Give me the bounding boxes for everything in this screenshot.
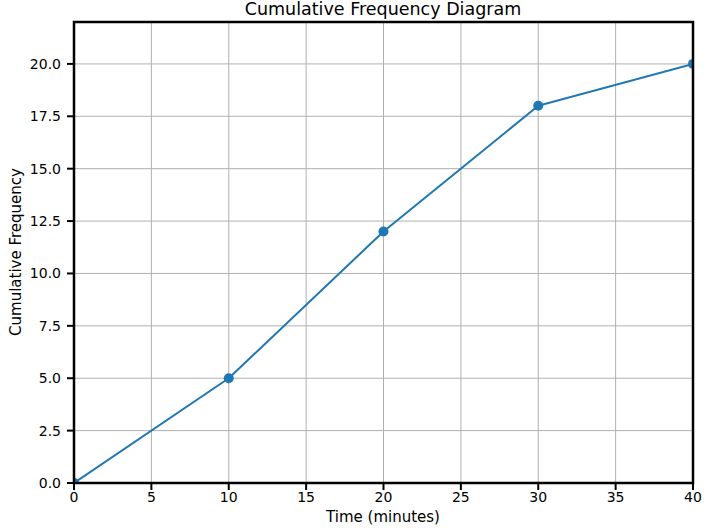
data-point-marker xyxy=(224,373,234,383)
x-axis-label: Time (minutes) xyxy=(325,508,440,526)
x-tick-label: 20 xyxy=(375,489,393,505)
chart-title: Cumulative Frequency Diagram xyxy=(245,0,522,19)
y-tick-label: 10.0 xyxy=(30,265,61,281)
data-point-marker xyxy=(379,227,389,237)
tick-layer: 0 5 10 15 20 25 30 35 40 0.0 2.5 5.0 7.5 10.0 12.5 15.0… xyxy=(30,56,702,505)
y-tick-label: 5.0 xyxy=(39,370,61,386)
x-tick-label: 40 xyxy=(684,489,702,505)
y-tick-label: 20.0 xyxy=(30,56,61,72)
x-tick-label: 15 xyxy=(297,489,315,505)
y-tick-label: 15.0 xyxy=(30,161,61,177)
grid-layer xyxy=(74,22,693,483)
x-tick-label: 0 xyxy=(70,489,79,505)
y-axis-label: Cumulative Frequency xyxy=(7,168,25,336)
x-tick-label: 35 xyxy=(607,489,625,505)
y-tick-label: 2.5 xyxy=(39,423,61,439)
y-tick-label: 12.5 xyxy=(30,213,61,229)
y-tick-label: 17.5 xyxy=(30,108,61,124)
x-tick-label: 30 xyxy=(529,489,547,505)
y-tick-label: 0.0 xyxy=(39,475,61,491)
x-tick-label: 25 xyxy=(452,489,470,505)
chart-canvas: 0 5 10 15 20 25 30 35 40 0.0 2.5 5.0 7.5 10.0 12.5 15.0… xyxy=(0,0,708,532)
x-tick-label: 5 xyxy=(147,489,156,505)
data-point-marker xyxy=(533,101,543,111)
y-tick-label: 7.5 xyxy=(39,318,61,334)
x-tick-label: 10 xyxy=(220,489,238,505)
figure-container: 0 5 10 15 20 25 30 35 40 0.0 2.5 5.0 7.5 10.0 12.5 15.0… xyxy=(0,0,708,532)
